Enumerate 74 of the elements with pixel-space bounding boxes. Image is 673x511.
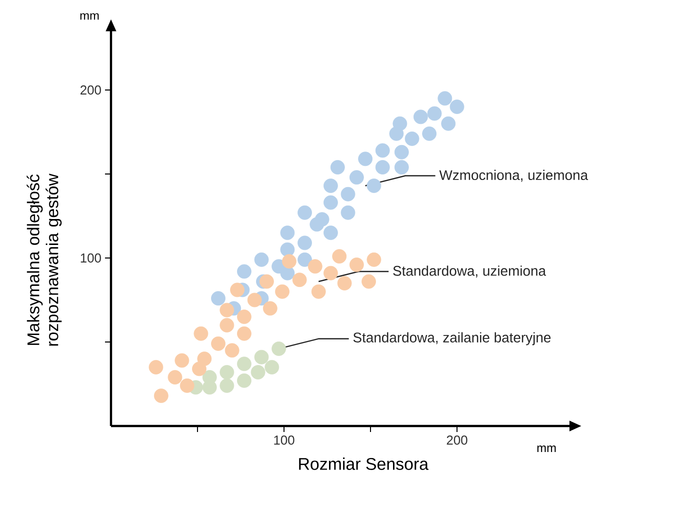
point xyxy=(250,365,266,380)
point xyxy=(237,373,252,388)
point xyxy=(180,378,194,393)
point xyxy=(237,264,252,279)
point xyxy=(413,110,428,124)
point xyxy=(174,353,190,368)
y-axis-title: Maksymalna odległość rozpoznawania gestów xyxy=(26,174,62,346)
point xyxy=(375,160,390,174)
point xyxy=(275,284,290,299)
annotation: Standardowa, uziemiona xyxy=(393,266,546,278)
point xyxy=(280,266,295,280)
point xyxy=(310,217,324,232)
point xyxy=(280,242,295,257)
point xyxy=(311,284,326,299)
point xyxy=(292,272,307,288)
point xyxy=(349,258,364,272)
point xyxy=(280,226,295,240)
point xyxy=(298,236,312,250)
point xyxy=(230,282,244,298)
point xyxy=(224,343,240,358)
point xyxy=(324,226,338,240)
point xyxy=(211,336,226,351)
point xyxy=(366,252,382,267)
point xyxy=(308,259,322,274)
point xyxy=(237,326,252,341)
point xyxy=(394,144,409,160)
point xyxy=(220,365,234,380)
point xyxy=(298,252,312,267)
point xyxy=(260,274,274,289)
point xyxy=(324,195,338,210)
point xyxy=(237,310,252,324)
point xyxy=(441,116,456,131)
point xyxy=(220,318,234,332)
point xyxy=(394,160,409,174)
point xyxy=(324,178,338,193)
point xyxy=(168,370,182,384)
point xyxy=(340,205,356,220)
point xyxy=(332,249,347,264)
point xyxy=(389,126,404,141)
point xyxy=(330,160,345,174)
point xyxy=(422,126,437,141)
text: mm xyxy=(80,13,99,20)
point xyxy=(438,91,452,106)
point xyxy=(211,291,226,306)
point xyxy=(220,302,234,318)
point xyxy=(194,326,208,341)
point xyxy=(264,360,280,374)
x-axis-title: Rozmiar Sensora xyxy=(299,458,429,470)
point xyxy=(282,254,296,269)
point xyxy=(272,342,286,356)
point xyxy=(298,205,312,220)
point xyxy=(254,350,269,364)
annotation: Standardowa, zailanie bateryjne xyxy=(353,332,551,346)
point xyxy=(262,301,278,316)
text: mm xyxy=(537,446,556,452)
point xyxy=(362,274,376,289)
point xyxy=(192,362,206,376)
point xyxy=(450,100,464,114)
point xyxy=(340,186,356,202)
point xyxy=(349,170,364,185)
point xyxy=(337,276,352,290)
point xyxy=(154,388,168,403)
point xyxy=(358,152,373,166)
point xyxy=(404,132,420,146)
point xyxy=(375,143,390,158)
point xyxy=(427,106,442,121)
point xyxy=(324,266,338,280)
point xyxy=(220,378,234,393)
point xyxy=(247,292,262,308)
point xyxy=(366,178,382,193)
point xyxy=(148,360,164,374)
point xyxy=(254,252,269,267)
annotation: Wzmocniona, uziemona xyxy=(439,170,588,182)
point xyxy=(237,356,252,372)
